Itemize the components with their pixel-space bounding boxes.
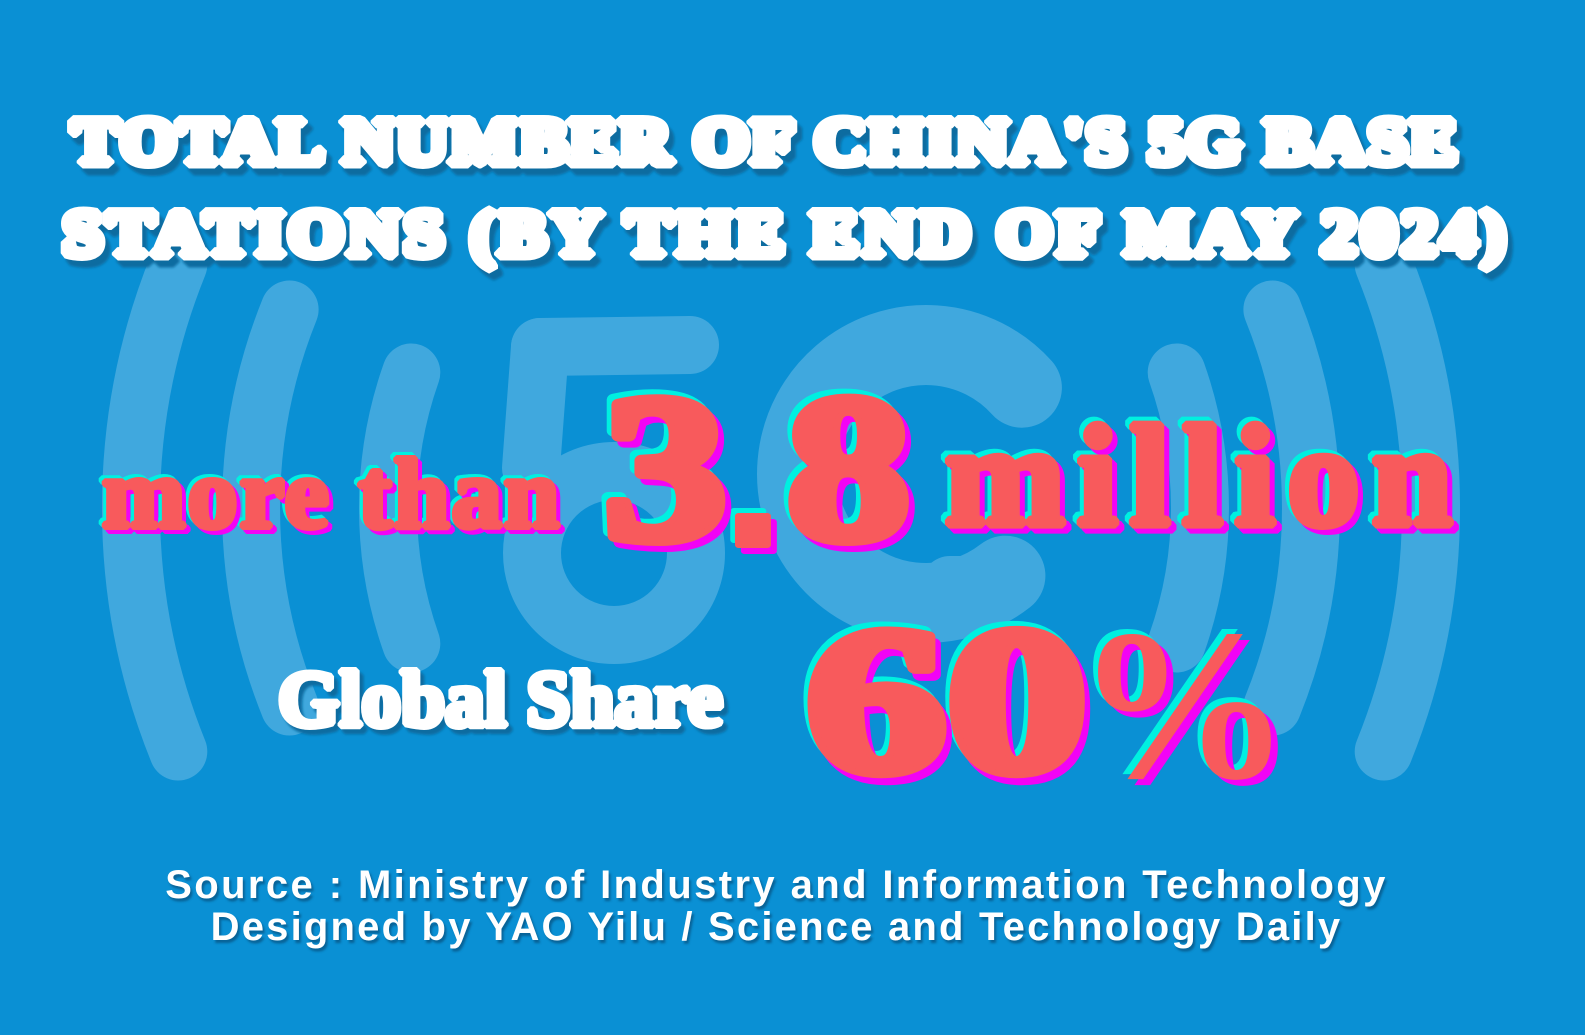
svg-text:TOTAL NUMBER OF CHINA'S 5G BAS: TOTAL NUMBER OF CHINA'S 5G BASE [72,106,1460,177]
svg-text:%: % [1076,585,1291,824]
svg-text:Global Share: Global Share [282,662,727,749]
svg-text:60: 60 [806,584,1087,815]
svg-text:more than: more than [99,435,559,546]
svg-text:60: 60 [802,579,1083,810]
svg-text:STATIONS (BY THE END OF MAY 20: STATIONS (BY THE END OF MAY 2024) [68,205,1515,276]
svg-text:million: million [950,403,1470,562]
svg-text:38: 38 [604,353,971,583]
svg-text:%: % [1083,591,1298,830]
svg-text:Global Share: Global Share [278,657,723,744]
svg-text:TOTAL NUMBER OF CHINA'S 5G BAS: TOTAL NUMBER OF CHINA'S 5G BASE [77,113,1465,184]
svg-text:more than: more than [102,438,562,549]
svg-text:STATIONS (BY THE END OF MAY 20: STATIONS (BY THE END OF MAY 2024) [63,198,1510,269]
svg-text:million: million [941,394,1461,553]
svg-text:more than: more than [106,442,566,553]
svg-text:60: 60 [811,591,1092,822]
svg-text:million: million [945,398,1465,557]
svg-text:%: % [1071,580,1286,819]
